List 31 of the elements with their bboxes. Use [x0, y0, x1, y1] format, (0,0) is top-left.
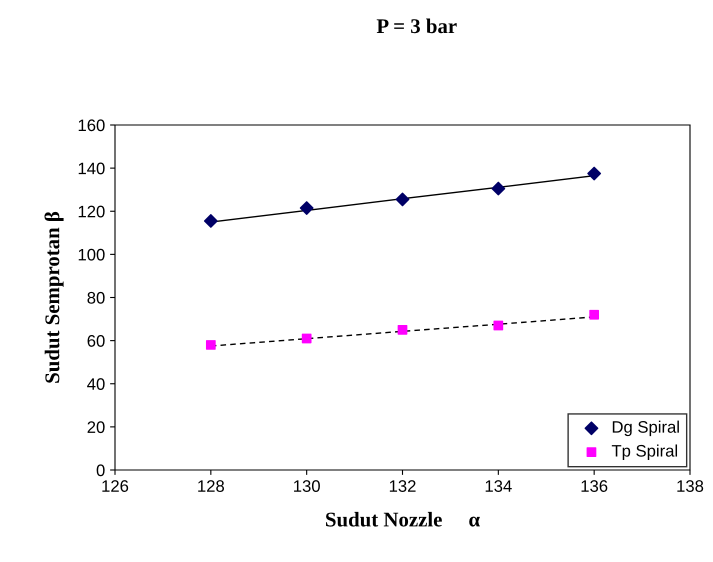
- y-tick-label: 60: [88, 335, 105, 347]
- point: [302, 334, 312, 344]
- y-tick-label: 40: [87, 378, 105, 390]
- x-axis-title: Sudut Nozzle α: [326, 512, 480, 527]
- point: [300, 201, 314, 215]
- legend-label: Tp Spiral: [612, 444, 678, 460]
- x-tick-label: 138: [677, 480, 704, 492]
- point: [396, 192, 410, 206]
- point: [589, 310, 600, 320]
- point: [206, 340, 216, 350]
- point: [493, 320, 504, 330]
- point: [204, 214, 218, 228]
- point: [398, 324, 408, 335]
- y-tick-label: 140: [78, 162, 105, 174]
- x-tick-label: 126: [102, 480, 128, 492]
- point: [587, 166, 602, 180]
- chart-title: P = 3 bar: [376, 18, 457, 34]
- y-axis-title: Sudut Semprotan β: [44, 212, 64, 383]
- x-tick-label: 132: [390, 480, 416, 492]
- y-tick-label: 120: [78, 206, 105, 218]
- x-tick-label: 128: [198, 480, 224, 492]
- x-tick-label: 130: [294, 480, 320, 492]
- y-tick-label: 0: [96, 464, 105, 476]
- x-tick-label: 134: [486, 480, 512, 492]
- point: [491, 182, 506, 196]
- y-tick-label: 100: [78, 248, 105, 261]
- x-tick-label: 136: [582, 480, 608, 492]
- legend-label: Dg Spiral: [612, 420, 679, 436]
- y-tick-label: 160: [78, 119, 105, 132]
- y-tick-label: 80: [87, 292, 105, 304]
- y-tick-label: 20: [88, 421, 105, 434]
